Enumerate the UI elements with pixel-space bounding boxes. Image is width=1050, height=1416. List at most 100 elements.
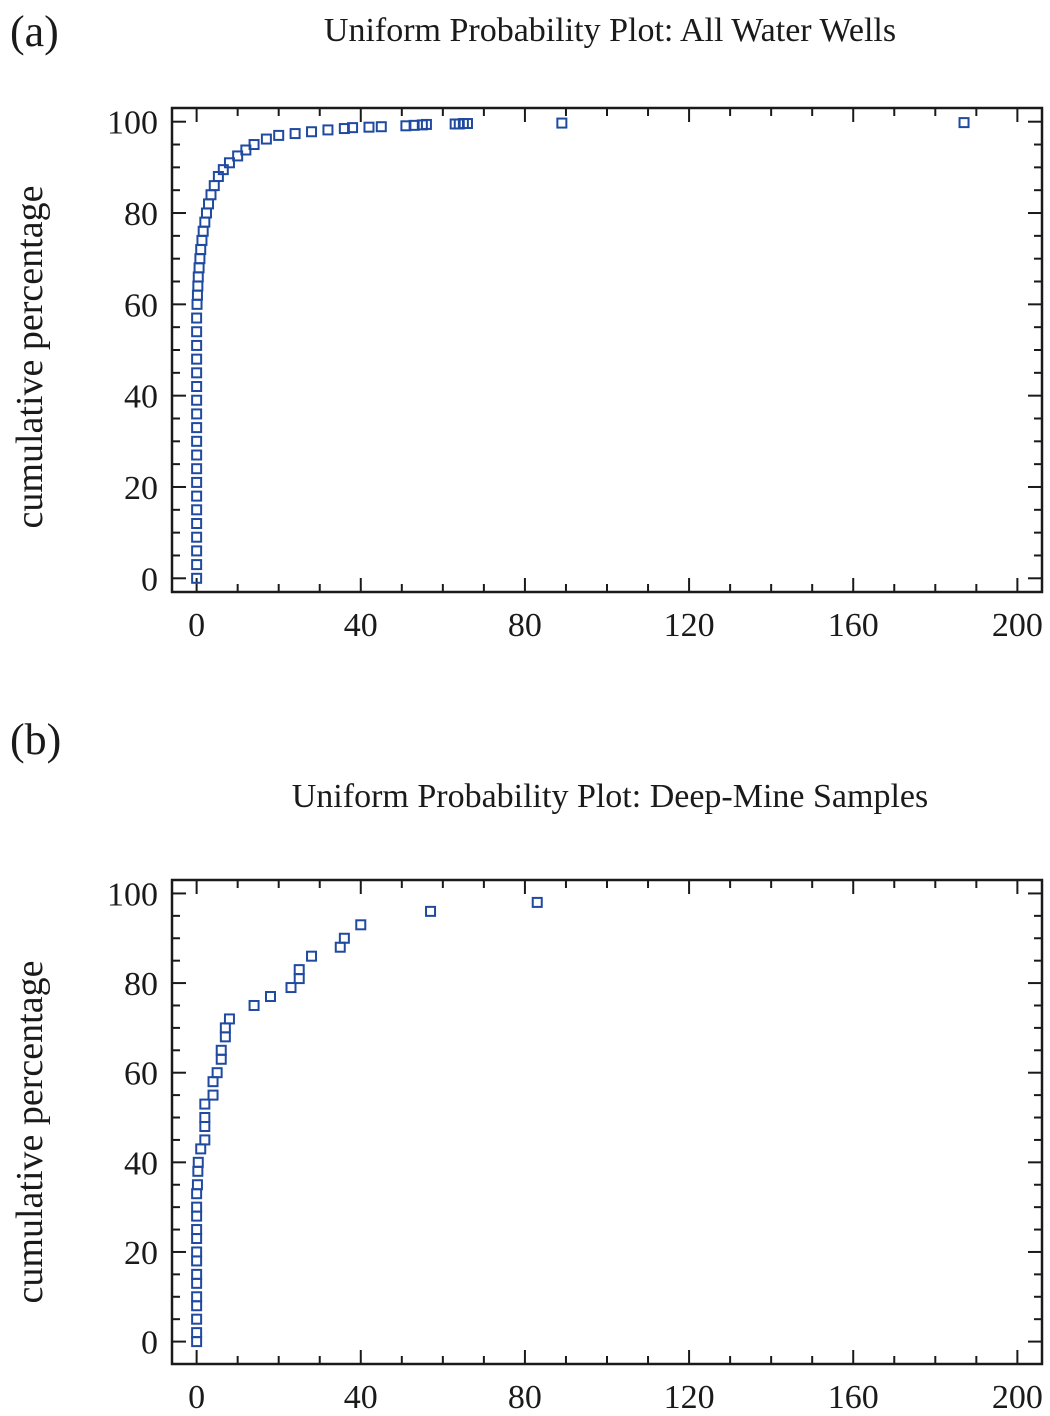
data-point [192,280,204,292]
data-point [207,1089,219,1101]
x-tick-label: 80 [508,1379,542,1416]
y-tick-label: 0 [141,1325,158,1362]
data-point [191,289,203,301]
data-point [199,1098,211,1110]
y-tick-label: 100 [107,876,158,913]
data-point [191,1233,203,1245]
data-point [191,1300,203,1312]
x-tick-label: 200 [992,607,1043,644]
data-point [223,1013,235,1025]
data-point [191,572,203,584]
data-point [420,118,432,130]
data-point [191,545,203,557]
plot-a: 0 40 80 120 160 200 0 20 40 60 80 100 [107,105,1044,644]
data-point [191,326,203,338]
data-point [215,1053,227,1065]
data-point [211,1067,223,1079]
data-point [338,932,350,944]
data-point [193,262,205,274]
data-point [219,1031,231,1043]
data-point [215,1044,227,1056]
data-point [196,234,208,246]
data-point [217,164,229,176]
y-tick-label: 0 [141,561,158,598]
data-point [207,1076,219,1088]
data-point [191,1313,203,1325]
x-tick-label: 120 [664,1379,715,1416]
y-tick-label: 20 [124,1235,158,1272]
plot-frame [170,106,1044,594]
panel-b: (b) Uniform Probability Plot: Deep-Mine … [0,708,1050,1416]
data-point [306,950,318,962]
data-point [293,973,305,985]
data-point [191,1268,203,1280]
x-tick-label: 160 [828,1379,879,1416]
data-point [191,435,203,447]
data-point [195,1143,207,1155]
data-point [347,122,359,134]
y-tick-label: 100 [107,105,158,142]
data-point [191,1224,203,1236]
data-point [191,298,203,310]
data-point [205,189,217,201]
data-point [191,531,203,543]
data-point [958,117,970,129]
data-point [260,133,272,145]
chart-title: Uniform Probability Plot: Deep-Mine Samp… [291,778,929,815]
data-point [191,394,203,406]
data-point [191,1336,203,1348]
y-tick-label: 40 [124,1145,158,1182]
data-point [199,216,211,228]
data-point [248,999,260,1011]
data-point [273,129,285,141]
y-tick-label: 40 [124,379,158,416]
plot-b: 0 40 80 120 160 200 0 20 40 60 80 100 [107,876,1044,1416]
data-point [199,1120,211,1132]
data-point [285,982,297,994]
data-point [334,941,346,953]
data-point [194,253,206,265]
data-point [191,1210,203,1222]
x-tick-label: 160 [828,607,879,644]
data-point [191,559,203,571]
data-point [306,126,318,138]
y-tick-label: 80 [124,966,158,1003]
data-point [191,1188,203,1200]
data-point [192,271,204,283]
data-point [200,207,212,219]
data-point [232,150,244,162]
plot-frame [170,878,1044,1366]
data-point [191,367,203,379]
data-point [191,518,203,530]
data-point [191,504,203,516]
data-point [191,1277,203,1289]
x-tick-label: 120 [664,607,715,644]
data-point [191,1246,203,1258]
data-point [199,1134,211,1146]
y-tick-label: 60 [124,1056,158,1093]
data-point [191,1255,203,1267]
data-point [203,198,215,210]
data-point [425,905,437,917]
data-point [191,476,203,488]
y-tick-label: 80 [124,196,158,233]
data-point [289,128,301,140]
data-point [191,408,203,420]
data-point [248,139,260,151]
data-point [531,896,543,908]
data-point [191,463,203,475]
x-tick-label: 0 [188,1379,205,1416]
data-point [363,121,375,133]
panel-letter: (b) [10,715,62,764]
data-point [461,118,473,130]
data-point [191,1179,203,1191]
data-point [192,1156,204,1168]
data-point [191,490,203,502]
x-tick-label: 200 [992,1379,1043,1416]
data-point [195,244,207,256]
data-point [322,124,334,136]
data-point [264,991,276,1003]
data-point [191,1291,203,1303]
data-point [191,381,203,393]
panel-a: (a) Uniform Probability Plot: All Water … [0,0,1050,700]
